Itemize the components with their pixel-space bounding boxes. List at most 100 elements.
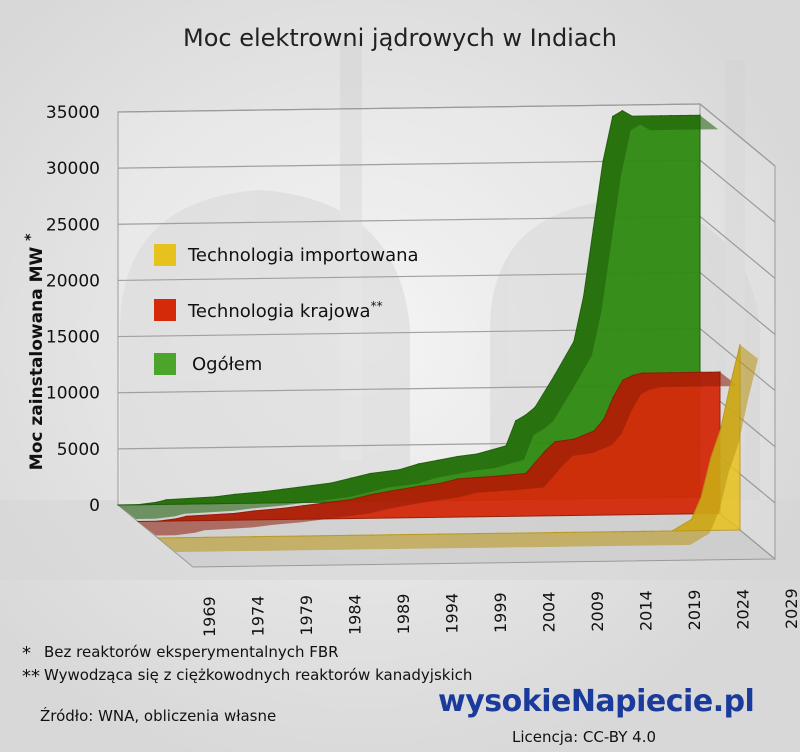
data-point (573, 438, 576, 440)
data-point (205, 536, 208, 539)
data-point (690, 518, 693, 521)
data-point (214, 496, 216, 498)
data-point (699, 114, 701, 116)
data-point (476, 476, 479, 479)
data-point (505, 445, 507, 447)
series-ribbon-imported (158, 344, 758, 552)
data-point (302, 535, 305, 537)
legend-label-imported: Technologia importowana (188, 244, 419, 266)
data-point (117, 504, 119, 506)
data-point (390, 534, 392, 536)
x-tick-label: 1974 (249, 596, 268, 637)
data-point (679, 114, 682, 117)
data-point (544, 450, 547, 452)
data-point (176, 536, 179, 539)
data-point (632, 530, 635, 533)
y-axis-label-text: Moc zainstalowana MW (26, 246, 47, 471)
license-note: Licencja: CC-BY 4.0 (512, 728, 657, 746)
data-point (631, 115, 633, 117)
data-point (282, 488, 284, 491)
y-tick-label: 5000 (57, 440, 100, 460)
data-point (514, 420, 517, 422)
data-point (613, 530, 615, 533)
data-point (739, 343, 741, 346)
data-point (631, 374, 634, 377)
data-point (330, 482, 333, 484)
data-point (670, 371, 673, 374)
source-note: Źródło: WNA, obliczenia własne (40, 707, 277, 725)
data-point (398, 468, 401, 471)
data-point (233, 493, 236, 496)
legend-item-imported: Technologia importowana (154, 243, 419, 267)
x-tick-label: 1979 (297, 595, 316, 636)
data-point (670, 114, 672, 117)
data-point (553, 374, 556, 377)
data-point (409, 533, 412, 536)
y-tick-label: 10000 (46, 384, 100, 404)
data-point (253, 510, 256, 512)
data-point (456, 455, 459, 458)
x-tick-label: 1989 (394, 594, 413, 635)
data-point (661, 530, 664, 532)
x-tick-label: 2029 (782, 588, 800, 629)
data-point (641, 372, 644, 374)
data-point (370, 493, 372, 496)
legend-label-domestic: Technologia krajowa** (188, 299, 383, 322)
data-point (156, 520, 159, 522)
data-point (611, 115, 614, 118)
data-point (516, 532, 518, 534)
data-point (524, 414, 527, 417)
data-point (651, 530, 654, 532)
x-tick-label: 1969 (200, 596, 219, 637)
data-point (437, 459, 439, 462)
data-point (302, 505, 304, 507)
series-layer (117, 109, 758, 552)
data-point (534, 406, 536, 409)
data-point (476, 453, 478, 455)
data-point (582, 295, 585, 298)
y-tick-label: 25000 (46, 215, 100, 235)
data-point (622, 530, 625, 533)
data-point (351, 534, 353, 537)
gridline-side (699, 159, 776, 223)
data-point (370, 534, 373, 536)
data-point (331, 501, 333, 503)
data-point (719, 371, 721, 373)
x-tick-label: 2019 (685, 590, 704, 631)
data-point (593, 430, 595, 432)
series-ribbon-total (118, 110, 718, 519)
data-point (671, 530, 673, 532)
data-point (602, 418, 605, 421)
data-point (534, 461, 537, 463)
data-point (719, 428, 722, 431)
data-point (157, 537, 159, 539)
legend-swatch-imported (154, 244, 176, 266)
gridline-side (699, 271, 776, 335)
data-point (554, 531, 557, 534)
data-point (574, 531, 576, 534)
y-tick-labels: 0 5000 10000 15000 20000 25000 30000 35000 (46, 103, 100, 516)
x-tick-label: 2004 (540, 592, 559, 633)
data-point (136, 503, 139, 506)
data-point (196, 536, 198, 539)
x-tick-label: 1994 (443, 593, 462, 634)
legend-item-total: Ogółem (154, 352, 262, 376)
data-point (437, 482, 440, 485)
legend-label-domestic-text: Technologia krajowa (188, 300, 371, 322)
data-point (137, 520, 139, 523)
legend-label-domestic-mark: ** (370, 298, 383, 313)
data-point (369, 472, 372, 475)
data-point (273, 535, 276, 538)
x-tick-labels: 1969 1974 1979 1984 1989 1994 1999 2004 2009 2014… (200, 588, 800, 637)
data-point (418, 485, 421, 488)
y-axis-label-mark: * (23, 233, 40, 241)
chart-title: Moc elektrowni jądrowych w Indiach (183, 24, 617, 52)
data-point (254, 535, 256, 538)
data-point (602, 160, 604, 163)
data-point (680, 371, 682, 374)
x-tick-label: 2014 (637, 590, 656, 631)
data-point (592, 228, 595, 230)
data-point (234, 512, 236, 515)
footnote-1: * Bez reaktorów eksperymentalnych FBR (22, 643, 339, 664)
